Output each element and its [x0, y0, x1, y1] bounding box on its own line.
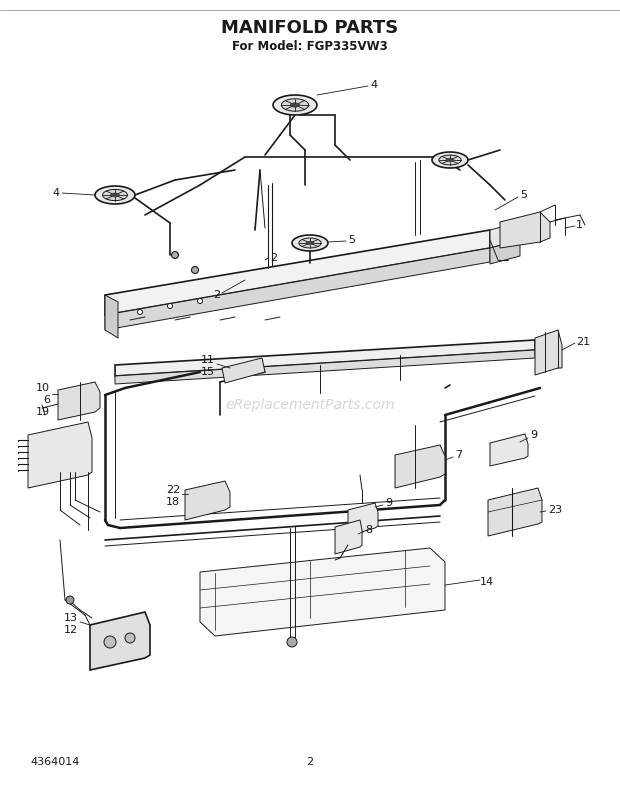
- Polygon shape: [439, 155, 461, 165]
- Text: 9: 9: [385, 498, 392, 508]
- Text: 15: 15: [201, 367, 215, 377]
- Polygon shape: [490, 222, 520, 248]
- Circle shape: [167, 304, 172, 309]
- Polygon shape: [103, 190, 127, 201]
- Polygon shape: [105, 230, 490, 315]
- Polygon shape: [490, 240, 520, 264]
- Text: 2: 2: [270, 253, 277, 263]
- Circle shape: [172, 252, 179, 258]
- Text: 10: 10: [36, 383, 50, 393]
- Text: 4: 4: [370, 80, 377, 90]
- Text: 5: 5: [348, 235, 355, 245]
- Text: 7: 7: [455, 450, 462, 460]
- Polygon shape: [446, 158, 454, 162]
- Circle shape: [192, 267, 198, 274]
- Polygon shape: [335, 520, 362, 554]
- Polygon shape: [395, 445, 445, 488]
- Polygon shape: [292, 235, 328, 251]
- Text: 12: 12: [64, 625, 78, 635]
- Text: 2: 2: [306, 757, 314, 767]
- Polygon shape: [28, 422, 92, 488]
- Text: 8: 8: [365, 525, 372, 535]
- Polygon shape: [105, 248, 490, 330]
- Polygon shape: [290, 103, 300, 107]
- Text: MANIFOLD PARTS: MANIFOLD PARTS: [221, 19, 399, 37]
- Text: 5: 5: [520, 190, 527, 200]
- Circle shape: [138, 309, 143, 315]
- Text: 2: 2: [213, 290, 220, 300]
- Text: For Model: FGP335VW3: For Model: FGP335VW3: [232, 39, 388, 53]
- Polygon shape: [110, 193, 120, 197]
- Polygon shape: [200, 548, 445, 636]
- Polygon shape: [222, 358, 265, 383]
- Text: 23: 23: [548, 505, 562, 515]
- Text: 21: 21: [576, 337, 590, 347]
- Text: 1: 1: [576, 220, 583, 230]
- Polygon shape: [535, 330, 562, 375]
- Polygon shape: [432, 152, 468, 168]
- Text: 4364014: 4364014: [30, 757, 79, 767]
- Text: 6: 6: [43, 395, 50, 405]
- Circle shape: [66, 596, 74, 604]
- Polygon shape: [115, 350, 535, 384]
- Polygon shape: [58, 382, 100, 420]
- Polygon shape: [273, 95, 317, 115]
- Polygon shape: [115, 340, 535, 376]
- Text: 18: 18: [166, 497, 180, 507]
- Text: 4: 4: [53, 188, 60, 198]
- Text: 19: 19: [36, 407, 50, 417]
- Polygon shape: [185, 481, 230, 520]
- Text: 22: 22: [166, 485, 180, 495]
- Polygon shape: [281, 99, 309, 111]
- Polygon shape: [95, 186, 135, 204]
- Polygon shape: [490, 434, 528, 466]
- Polygon shape: [500, 212, 550, 248]
- Text: 14: 14: [480, 577, 494, 587]
- Text: 13: 13: [64, 613, 78, 623]
- Circle shape: [104, 636, 116, 648]
- Polygon shape: [348, 503, 378, 536]
- Polygon shape: [105, 295, 118, 338]
- Circle shape: [287, 637, 297, 647]
- Polygon shape: [488, 488, 542, 536]
- Text: 11: 11: [201, 355, 215, 365]
- Polygon shape: [306, 242, 314, 245]
- Circle shape: [125, 633, 135, 643]
- Circle shape: [198, 298, 203, 304]
- Text: 9: 9: [530, 430, 537, 440]
- Polygon shape: [90, 612, 150, 670]
- Text: eReplacementParts.com: eReplacementParts.com: [225, 398, 395, 412]
- Polygon shape: [299, 238, 321, 248]
